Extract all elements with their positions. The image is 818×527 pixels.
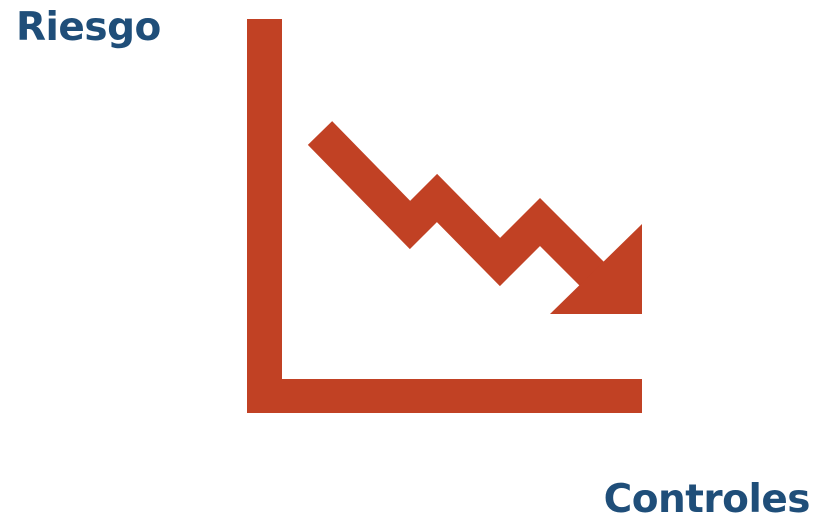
x-axis-label: Controles (603, 477, 811, 522)
y-axis-label: Riesgo (16, 5, 161, 50)
trend-arrowhead (550, 224, 642, 314)
trend-line (307, 121, 614, 296)
